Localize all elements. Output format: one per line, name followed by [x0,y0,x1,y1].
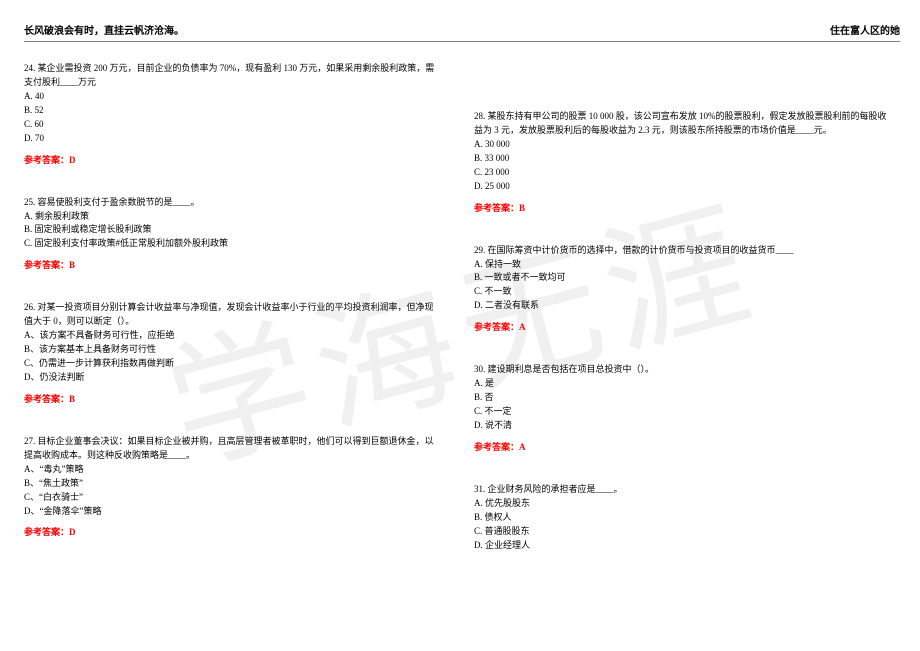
question-27: 27. 目标企业董事会决议：如果目标企业被并购，且高层管理者被革职时，他们可以得… [24,435,450,541]
question-option: B. 固定股利或稳定增长股利政策 [24,223,450,237]
question-option: C. 23 000 [474,166,900,180]
content-columns: 24. 某企业需投资 200 万元，目前企业的负债率为 70%，现有盈利 130… [24,62,900,581]
question-30: 30. 建设期利息是否包括在项目总投资中（）。 A. 是 B. 否 C. 不一定… [474,363,900,455]
question-option: D. 说不清 [474,419,900,433]
question-stem: 益为 3 元，发放股票股利后的每股收益为 2.3 元，则该股东所持股票的市场价值… [474,124,900,138]
answer-label: 参考答案： [24,260,69,270]
header-left: 长风破浪会有时，直挂云帆济沧海。 [24,22,184,37]
answer-value: A [519,322,526,332]
left-column: 24. 某企业需投资 200 万元，目前企业的负债率为 70%，现有盈利 130… [24,62,450,581]
answer-line: 参考答案：B [24,259,450,273]
question-option: B. 52 [24,104,450,118]
answer-line: 参考答案：D [24,526,450,540]
answer-value: B [69,394,75,404]
question-option: D、“金降落伞”策略 [24,505,450,519]
answer-label: 参考答案： [24,527,69,537]
question-option: B. 一致或者不一致均可 [474,271,900,285]
header-right: 住在富人区的她 [830,22,900,37]
answer-label: 参考答案： [24,394,69,404]
question-stem: 支付股利____万元 [24,76,450,90]
question-stem: 27. 目标企业董事会决议：如果目标企业被并购，且高层管理者被革职时，他们可以得… [24,435,450,449]
question-option: A、该方案不具备财务可行性，应拒绝 [24,329,450,343]
question-stem: 31. 企业财务风险的承担者应是____。 [474,483,900,497]
question-option: C、“白衣骑士” [24,491,450,505]
question-option: C. 固定股利支付率政策#低正常股利加额外股利政策 [24,237,450,251]
answer-value: A [519,442,526,452]
question-option: B. 债权人 [474,511,900,525]
question-option: D. 二者没有联系 [474,299,900,313]
answer-line: 参考答案：A [474,441,900,455]
answer-label: 参考答案： [24,155,69,165]
question-option: C. 普通股股东 [474,525,900,539]
question-stem: 30. 建设期利息是否包括在项目总投资中（）。 [474,363,900,377]
question-option: B. 33 000 [474,152,900,166]
answer-line: 参考答案：D [24,154,450,168]
question-option: B、“焦土政策” [24,477,450,491]
answer-value: D [69,155,76,165]
page-header: 长风破浪会有时，直挂云帆济沧海。 住在富人区的她 [24,22,900,42]
question-stem: 24. 某企业需投资 200 万元，目前企业的负债率为 70%，现有盈利 130… [24,62,450,76]
answer-value: B [69,260,75,270]
answer-line: 参考答案：B [474,202,900,216]
question-stem: 26. 对某一投资项目分别计算会计收益率与净现值，发现会计收益率小于行业的平均投… [24,301,450,315]
question-stem: 提高收购成本。则这种反收购策略是____。 [24,449,450,463]
answer-line: 参考答案：B [24,393,450,407]
question-stem: 值大于 0，则可以断定（）。 [24,315,450,329]
question-option: A. 30 000 [474,138,900,152]
question-option: C. 60 [24,118,450,132]
question-option: D、仍没法判断 [24,371,450,385]
question-31: 31. 企业财务风险的承担者应是____。 A. 优先股股东 B. 债权人 C.… [474,483,900,553]
question-option: D. 70 [24,132,450,146]
question-28: 28. 某股东持有甲公司的股票 10 000 股，该公司宣布发放 10%的股票股… [474,110,900,216]
right-column: 28. 某股东持有甲公司的股票 10 000 股，该公司宣布发放 10%的股票股… [474,62,900,581]
question-stem: 25. 容易使股利支付于盈余数脱节的是____。 [24,196,450,210]
question-29: 29. 在国际筹资中计价货币的选择中，借款的计价货币与投资项目的收益货币____… [474,244,900,336]
question-25: 25. 容易使股利支付于盈余数脱节的是____。 A. 剩余股利政策 B. 固定… [24,196,450,274]
question-option: C、仍需进一步计算获利指数再做判断 [24,357,450,371]
question-option: D. 25 000 [474,180,900,194]
answer-label: 参考答案： [474,442,519,452]
answer-line: 参考答案：A [474,321,900,335]
question-option: C. 不一定 [474,405,900,419]
question-option: A. 优先股股东 [474,497,900,511]
answer-label: 参考答案： [474,203,519,213]
question-stem: 29. 在国际筹资中计价货币的选择中，借款的计价货币与投资项目的收益货币____ [474,244,900,258]
question-option: A. 40 [24,90,450,104]
question-stem: 28. 某股东持有甲公司的股票 10 000 股，该公司宣布发放 10%的股票股… [474,110,900,124]
page-container: 长风破浪会有时，直挂云帆济沧海。 住在富人区的她 24. 某企业需投资 200 … [0,0,920,591]
question-option: A. 剩余股利政策 [24,210,450,224]
question-option: A、“毒丸”策略 [24,463,450,477]
question-option: A. 保持一致 [474,258,900,272]
answer-value: B [519,203,525,213]
question-26: 26. 对某一投资项目分别计算会计收益率与净现值，发现会计收益率小于行业的平均投… [24,301,450,407]
question-option: B、该方案基本上具备财务可行性 [24,343,450,357]
answer-label: 参考答案： [474,322,519,332]
question-option: B. 否 [474,391,900,405]
question-option: C. 不一致 [474,285,900,299]
answer-value: D [69,527,76,537]
question-option: D. 企业经理人 [474,539,900,553]
spacer [474,62,900,110]
question-option: A. 是 [474,377,900,391]
question-24: 24. 某企业需投资 200 万元，目前企业的负债率为 70%，现有盈利 130… [24,62,450,168]
